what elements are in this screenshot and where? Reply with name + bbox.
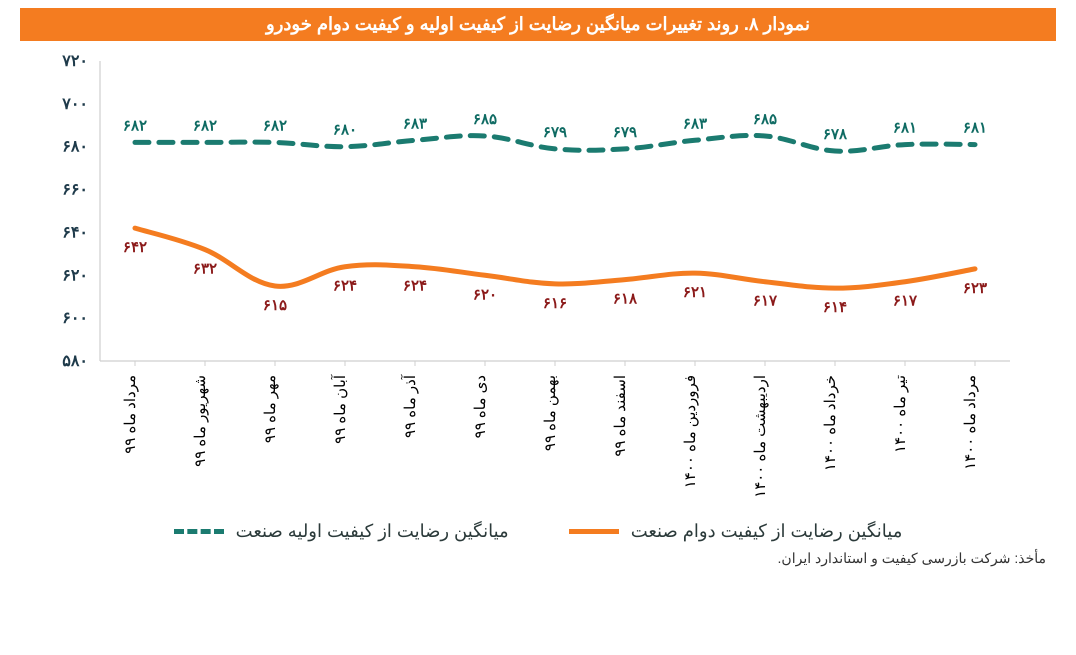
x-tick-label: تیر ماه ۱۴۰۰ xyxy=(892,375,909,453)
data-label-initial: ۶۸۲ xyxy=(123,117,147,134)
data-label-initial: ۶۷۸ xyxy=(823,126,848,143)
x-tick-label: فروردین ماه ۱۴۰۰ xyxy=(682,375,699,488)
x-tick-label: اسفند ماه ۹۹ xyxy=(612,375,629,457)
data-label-durability: ۶۱۸ xyxy=(613,291,638,308)
legend-item-initial: میانگین رضایت از کیفیت اولیه صنعت xyxy=(174,521,509,542)
chart-svg: ۵۸۰ ۶۰۰ ۶۲۰ ۶۴۰ ۶۶۰ ۶۸۰ ۷۰۰ ۷۲۰ مرداد ماه ۹۹ شهری… xyxy=(40,51,1020,511)
x-tick-label: آبان ماه ۹۹ xyxy=(331,374,349,444)
data-label-initial: ۶۷۹ xyxy=(613,124,637,141)
x-tick-label: مرداد ماه ۱۴۰۰ xyxy=(962,375,979,470)
data-label-durability: ۶۱۵ xyxy=(263,297,287,314)
data-label-durability: ۶۲۳ xyxy=(963,280,987,297)
y-tick-label: ۶۴۰ xyxy=(62,224,88,241)
data-label-durability: ۶۲۴ xyxy=(403,278,427,295)
data-label-durability: ۶۴۲ xyxy=(123,239,147,256)
chart-area: ۵۸۰ ۶۰۰ ۶۲۰ ۶۴۰ ۶۶۰ ۶۸۰ ۷۰۰ ۷۲۰ مرداد ماه ۹۹ شهری… xyxy=(40,51,1036,511)
data-label-durability: ۶۲۰ xyxy=(473,286,497,303)
y-tick-label: ۷۰۰ xyxy=(61,96,88,113)
data-label-durability: ۶۱۷ xyxy=(753,293,778,310)
legend-swatch-durability xyxy=(569,529,619,534)
y-tick-label: ۷۲۰ xyxy=(61,53,88,70)
data-label-initial: ۶۸۵ xyxy=(473,111,497,128)
data-label-initial: ۶۸۱ xyxy=(963,120,987,137)
data-label-initial: ۶۸۳ xyxy=(683,115,707,132)
data-label-initial: ۶۸۱ xyxy=(893,120,917,137)
legend-swatch-initial xyxy=(174,529,224,534)
data-label-durability: ۶۳۲ xyxy=(193,261,217,278)
chart-title-bar: نمودار ۸. روند تغییرات میانگین رضایت از … xyxy=(20,8,1056,41)
y-tick-label: ۶۲۰ xyxy=(62,267,88,284)
data-label-durability: ۶۲۱ xyxy=(683,284,707,301)
x-tick-label: آذر ماه ۹۹ xyxy=(401,374,419,438)
data-label-initial: ۶۸۵ xyxy=(753,111,777,128)
x-tick-label: خرداد ماه ۱۴۰۰ xyxy=(822,375,839,471)
legend-item-durability: میانگین رضایت از کیفیت دوام صنعت xyxy=(569,521,903,542)
legend-label-durability: میانگین رضایت از کیفیت دوام صنعت xyxy=(631,521,903,542)
data-label-initial: ۶۷۹ xyxy=(543,124,567,141)
x-tick-label: اردیبهشت ماه ۱۴۰۰ xyxy=(752,375,769,498)
data-label-initial: ۶۸۲ xyxy=(193,117,217,134)
data-label-initial: ۶۸۰ xyxy=(333,122,357,139)
source-line: مأخذ: شرکت بازرسی کیفیت و استاندارد ایرا… xyxy=(0,550,1046,567)
data-label-durability: ۶۱۶ xyxy=(543,295,567,312)
data-label-durability: ۶۲۴ xyxy=(333,278,357,295)
data-label-durability: ۶۱۷ xyxy=(893,293,918,310)
source-text: مأخذ: شرکت بازرسی کیفیت و استاندارد ایرا… xyxy=(778,550,1046,566)
data-label-initial: ۶۸۳ xyxy=(403,115,427,132)
legend: میانگین رضایت از کیفیت دوام صنعت میانگین… xyxy=(0,521,1076,542)
data-label-durability: ۶۱۴ xyxy=(823,299,847,316)
y-tick-label: ۶۸۰ xyxy=(62,139,88,156)
x-tick-label: مهر ماه ۹۹ xyxy=(262,375,279,443)
y-tick-label: ۶۰۰ xyxy=(62,310,88,327)
series-line xyxy=(135,228,975,288)
data-label-initial: ۶۸۲ xyxy=(263,117,287,134)
chart-title-text: نمودار ۸. روند تغییرات میانگین رضایت از … xyxy=(266,14,810,34)
x-tick-label: دی ماه ۹۹ xyxy=(472,375,489,438)
x-tick-label: شهریور ماه ۹۹ xyxy=(192,375,209,467)
y-tick-label: ۶۶۰ xyxy=(62,182,88,199)
legend-label-initial: میانگین رضایت از کیفیت اولیه صنعت xyxy=(236,521,509,542)
x-tick-label: بهمن ماه ۹۹ xyxy=(542,375,559,451)
y-tick-label: ۵۸۰ xyxy=(62,353,88,370)
x-tick-label: مرداد ماه ۹۹ xyxy=(122,375,139,454)
